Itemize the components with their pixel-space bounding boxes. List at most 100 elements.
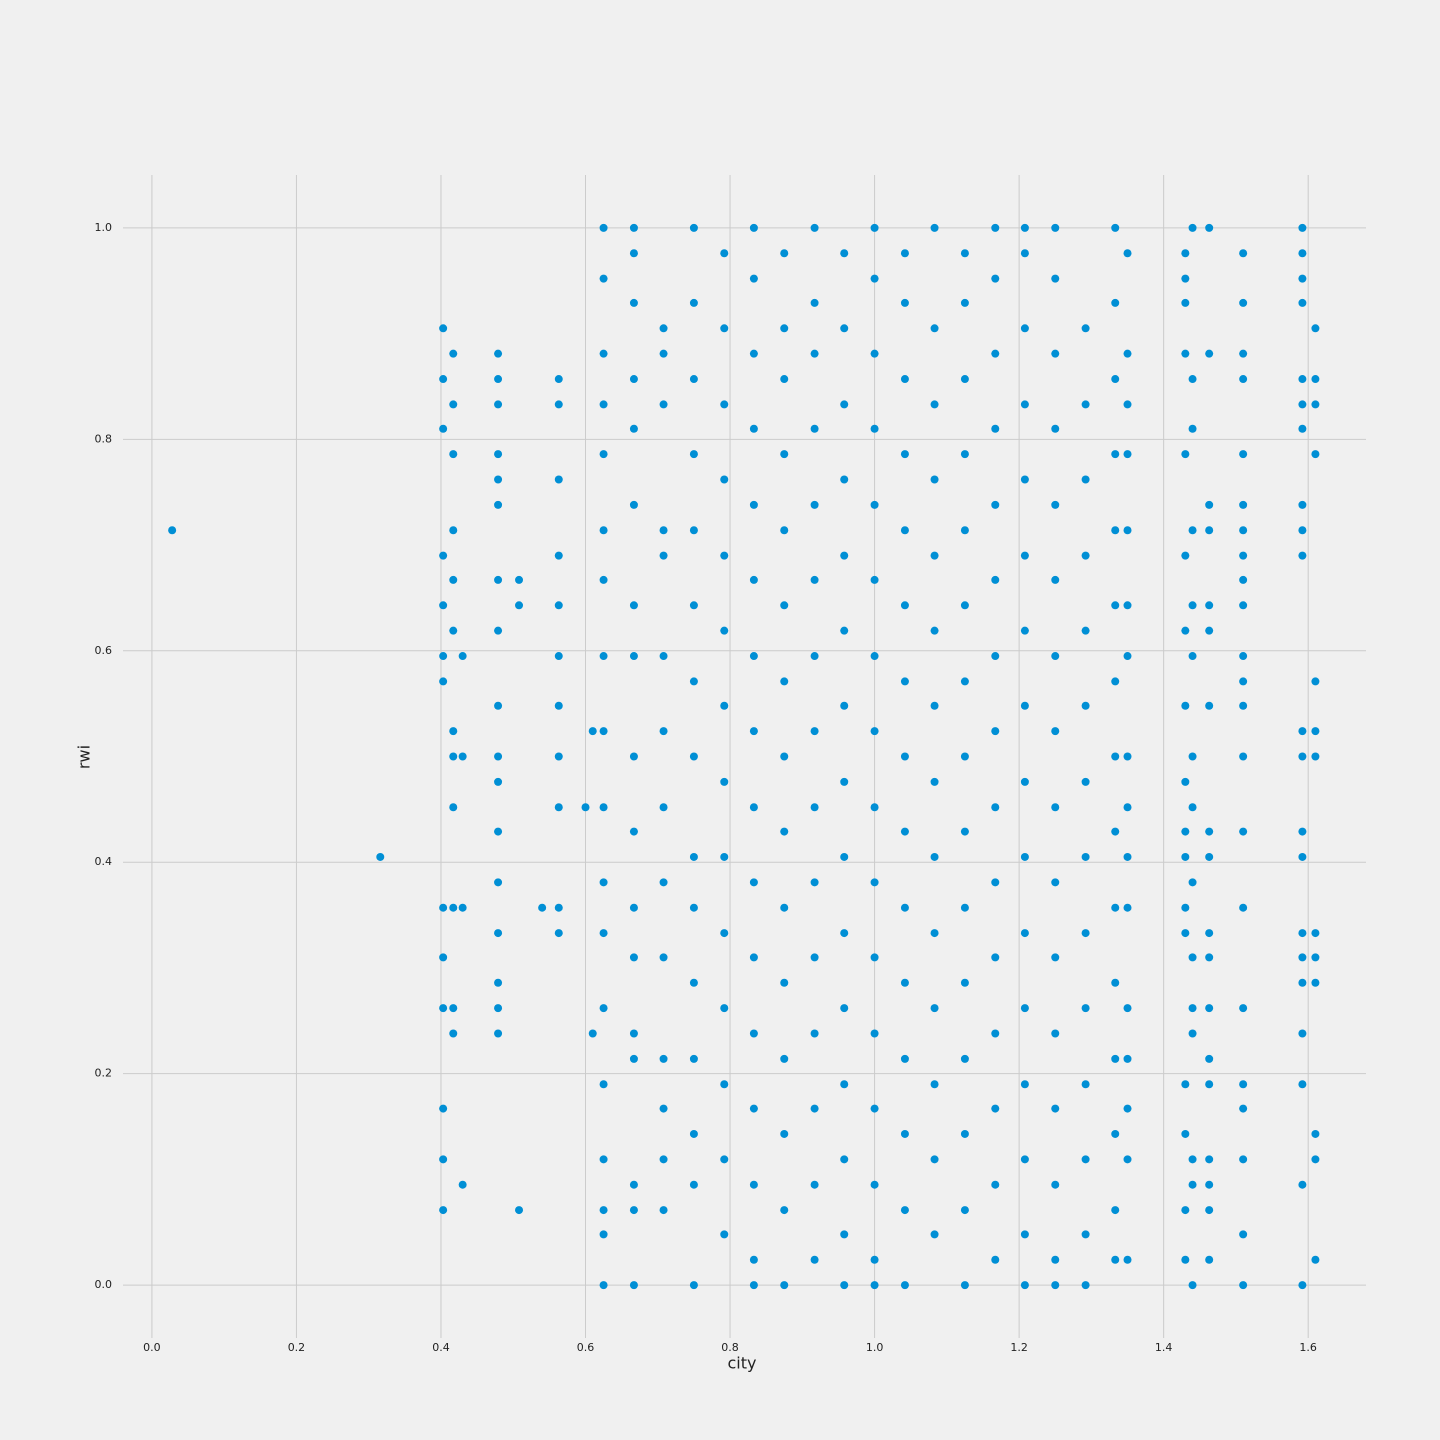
point	[1123, 1104, 1132, 1113]
point	[494, 1004, 503, 1013]
point	[554, 652, 563, 661]
point	[1020, 1080, 1029, 1089]
point	[1311, 375, 1320, 384]
y-tick-label: 0.8	[95, 432, 113, 445]
point	[1111, 1206, 1120, 1215]
point	[515, 575, 524, 584]
point	[439, 375, 448, 384]
point	[780, 1281, 789, 1290]
point	[1123, 852, 1132, 861]
point	[900, 677, 909, 686]
point	[1020, 929, 1029, 938]
point	[1123, 349, 1132, 358]
point	[900, 450, 909, 459]
point	[1188, 752, 1197, 761]
point	[659, 878, 668, 887]
x-tick-label: 1.4	[1155, 1341, 1173, 1354]
point	[780, 978, 789, 987]
point	[720, 551, 729, 560]
point	[439, 551, 448, 560]
point	[515, 601, 524, 610]
point	[720, 701, 729, 710]
point	[1123, 450, 1132, 459]
point	[870, 878, 879, 887]
point	[449, 727, 458, 736]
point	[1188, 953, 1197, 962]
point	[1239, 601, 1248, 610]
point	[494, 827, 503, 836]
point	[870, 223, 879, 232]
point	[1298, 827, 1307, 836]
point	[494, 752, 503, 761]
point	[870, 424, 879, 433]
point	[1020, 701, 1029, 710]
point	[960, 450, 969, 459]
point	[1205, 701, 1214, 710]
point	[1298, 752, 1307, 761]
point	[870, 1180, 879, 1189]
point	[749, 727, 758, 736]
point	[1111, 752, 1120, 761]
point	[960, 1281, 969, 1290]
point	[1020, 475, 1029, 484]
point	[1181, 551, 1190, 560]
point	[629, 298, 638, 307]
point	[749, 349, 758, 358]
point	[1020, 1004, 1029, 1013]
point	[439, 677, 448, 686]
point	[458, 903, 467, 912]
point	[1081, 551, 1090, 560]
point	[629, 752, 638, 761]
point	[629, 601, 638, 610]
point	[494, 375, 503, 384]
point	[168, 526, 177, 535]
point	[810, 424, 819, 433]
point	[1081, 1155, 1090, 1164]
point	[1020, 1281, 1029, 1290]
point	[749, 1255, 758, 1264]
point	[494, 450, 503, 459]
point	[659, 551, 668, 560]
point	[749, 274, 758, 283]
point	[1298, 274, 1307, 283]
point	[991, 274, 1000, 283]
point	[720, 1230, 729, 1239]
point	[1081, 777, 1090, 786]
point	[720, 324, 729, 333]
point	[900, 903, 909, 912]
point	[554, 929, 563, 938]
point	[1020, 249, 1029, 258]
point	[840, 400, 849, 409]
point	[449, 400, 458, 409]
point	[1123, 1155, 1132, 1164]
point	[458, 652, 467, 661]
point	[991, 424, 1000, 433]
point	[1111, 223, 1120, 232]
point	[720, 1155, 729, 1164]
x-tick-label: 0.2	[288, 1341, 306, 1354]
point	[1239, 1281, 1248, 1290]
point	[780, 903, 789, 912]
point	[1298, 526, 1307, 535]
point	[870, 953, 879, 962]
point	[599, 223, 608, 232]
point	[1205, 852, 1214, 861]
point	[554, 752, 563, 761]
point	[840, 1281, 849, 1290]
point	[1298, 852, 1307, 861]
point	[1311, 953, 1320, 962]
point	[960, 298, 969, 307]
point	[1239, 249, 1248, 258]
point	[659, 803, 668, 812]
point	[538, 903, 547, 912]
point	[1123, 249, 1132, 258]
point	[1051, 274, 1060, 283]
point	[1081, 1230, 1090, 1239]
point	[1111, 827, 1120, 836]
point	[449, 752, 458, 761]
point	[1298, 223, 1307, 232]
point	[659, 526, 668, 535]
point	[1051, 500, 1060, 509]
point	[689, 1281, 698, 1290]
